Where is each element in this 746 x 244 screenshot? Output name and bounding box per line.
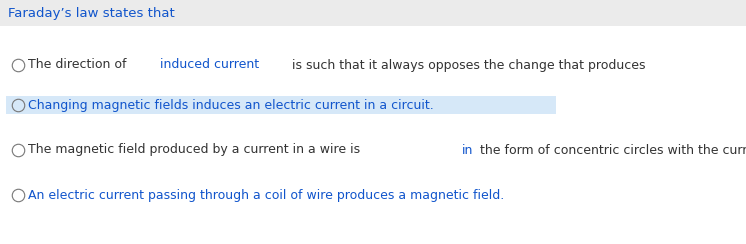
FancyBboxPatch shape bbox=[0, 0, 746, 26]
Text: Changing magnetic fields induces an electric current in a circuit.: Changing magnetic fields induces an elec… bbox=[28, 99, 433, 112]
FancyBboxPatch shape bbox=[6, 96, 556, 114]
Text: The direction of: The direction of bbox=[28, 59, 131, 71]
Text: in: in bbox=[462, 143, 473, 156]
Text: An electric current passing through a coil of wire produces a magnetic field.: An electric current passing through a co… bbox=[28, 189, 504, 202]
Text: Faraday’s law states that: Faraday’s law states that bbox=[8, 7, 175, 20]
Text: induced current: induced current bbox=[160, 59, 260, 71]
Text: The magnetic field produced by a current in a wire is: The magnetic field produced by a current… bbox=[28, 143, 364, 156]
Text: is such that it always opposes the change that produces: is such that it always opposes the chang… bbox=[288, 59, 650, 71]
Text: the form of concentric circles with the current at the center.: the form of concentric circles with the … bbox=[477, 143, 746, 156]
